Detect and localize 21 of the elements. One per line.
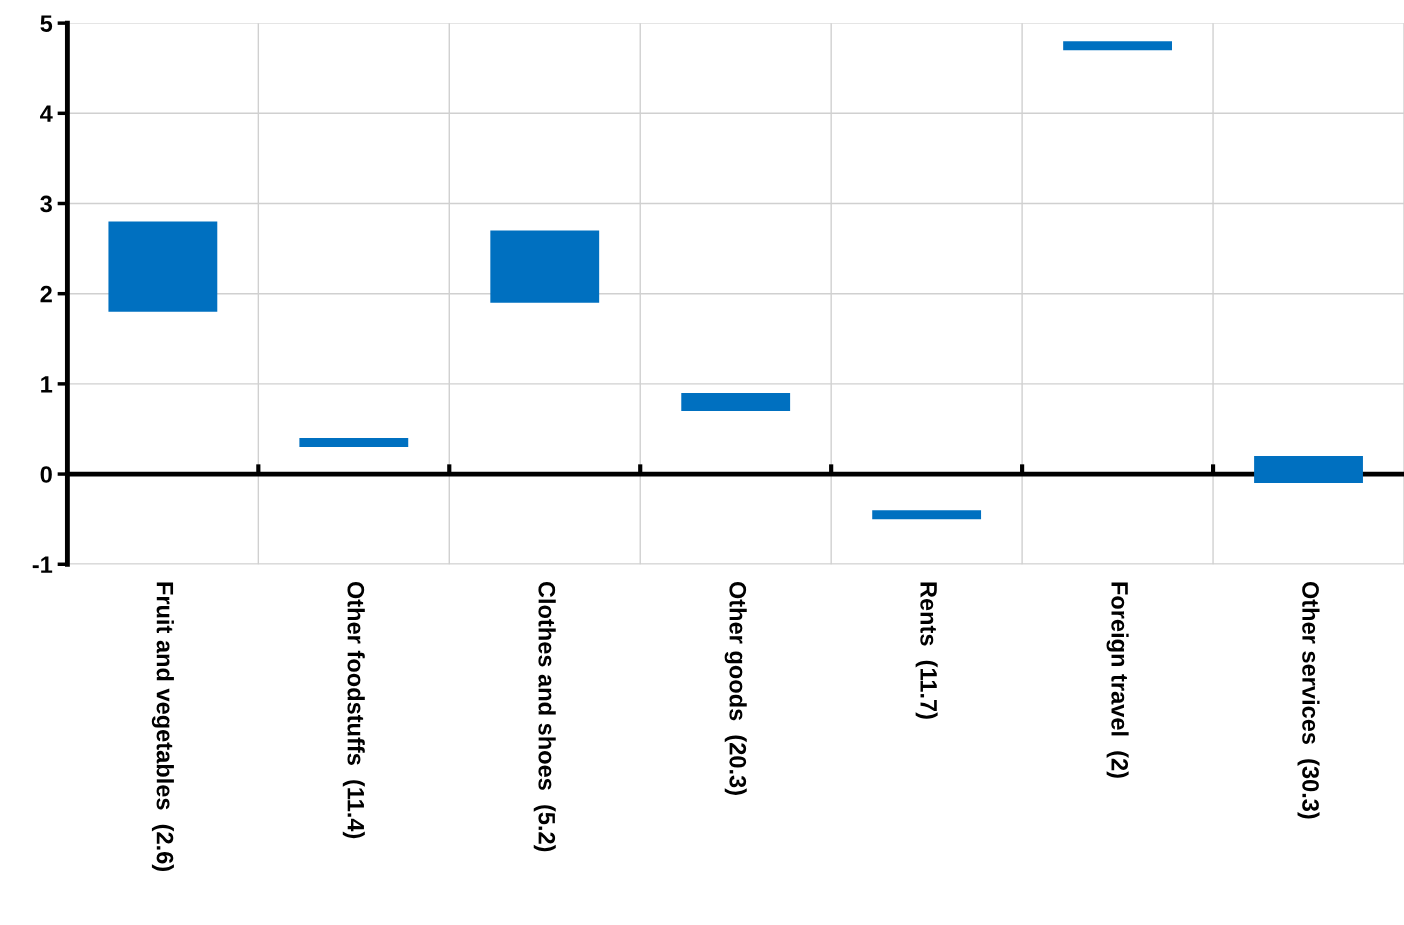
bar xyxy=(681,392,791,411)
x-tick-label: Other services (30.3) xyxy=(1297,581,1320,819)
y-tick-label: 4 xyxy=(40,105,53,122)
bar xyxy=(1063,41,1172,51)
bar xyxy=(299,437,409,448)
bar xyxy=(1254,456,1363,484)
x-tick-label: Clothes and shoes (5.2) xyxy=(533,581,556,852)
bar xyxy=(490,230,600,303)
x-tick-label: Other foodstuffs (11.4) xyxy=(342,581,365,839)
y-tick-label: 2 xyxy=(40,285,52,303)
x-tick-label: Other goods (20.3) xyxy=(724,581,747,795)
bar xyxy=(108,221,218,312)
bar xyxy=(872,510,982,520)
x-tick-label: Foreign travel (2) xyxy=(1106,582,1129,778)
y-tick-label: 0 xyxy=(40,466,52,483)
x-tick-label: Rents (11.7) xyxy=(915,582,938,719)
x-tick-label: Fruit and vegetables (2.6) xyxy=(151,582,174,872)
y-tick-label: 5 xyxy=(40,15,53,32)
y-tick-label: 1 xyxy=(41,376,53,393)
y-tick-label: 3 xyxy=(40,195,52,213)
y-tick-label: -1 xyxy=(32,556,53,573)
